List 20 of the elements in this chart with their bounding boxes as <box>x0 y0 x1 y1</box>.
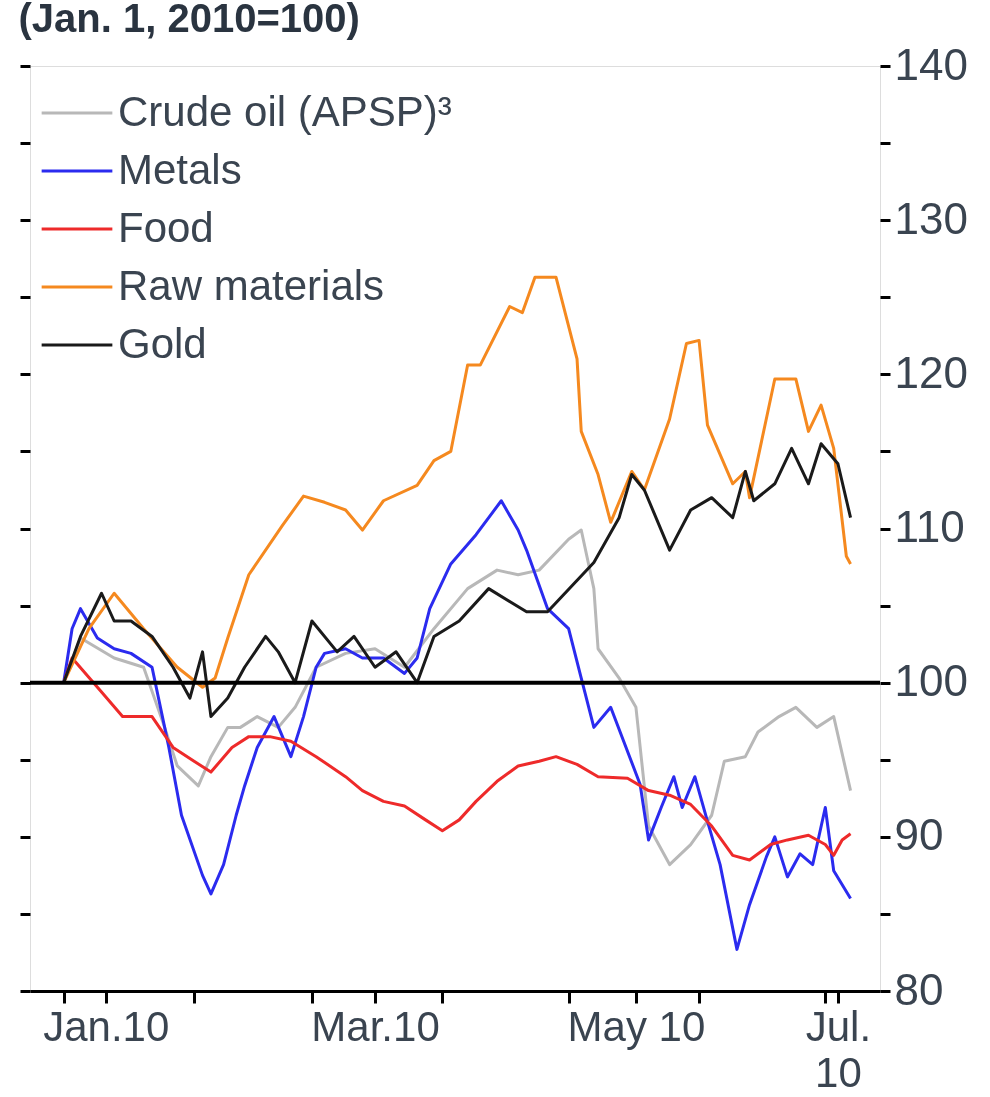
legend-label: Metals <box>118 146 242 193</box>
legend-label: Raw materials <box>118 262 385 309</box>
y-tick-label: 120 <box>894 347 968 397</box>
legend-label: Food <box>118 204 214 251</box>
chart-title: (Jan. 1, 2010=100) <box>18 0 360 40</box>
x-tick-label: Jan.10 <box>43 1002 170 1050</box>
x-tick-label: May 10 <box>567 1002 706 1050</box>
y-tick-label: 90 <box>894 810 944 860</box>
y-tick-label: 110 <box>894 502 965 551</box>
y-tick-label: 100 <box>894 656 968 706</box>
y-tick-label: 80 <box>894 964 944 1014</box>
x-tick-label: Mar.10 <box>311 1002 440 1050</box>
legend-label: Gold <box>118 320 207 367</box>
legend-label: Crude oil (APSP)³ <box>118 88 452 135</box>
line-series <box>62 499 853 951</box>
y-tick-label: 130 <box>894 193 968 243</box>
y-tick-label: 140 <box>894 39 968 89</box>
line-series <box>62 656 853 862</box>
x-tick-label: Jul. 10 <box>805 1002 872 1096</box>
line-series <box>62 442 853 719</box>
